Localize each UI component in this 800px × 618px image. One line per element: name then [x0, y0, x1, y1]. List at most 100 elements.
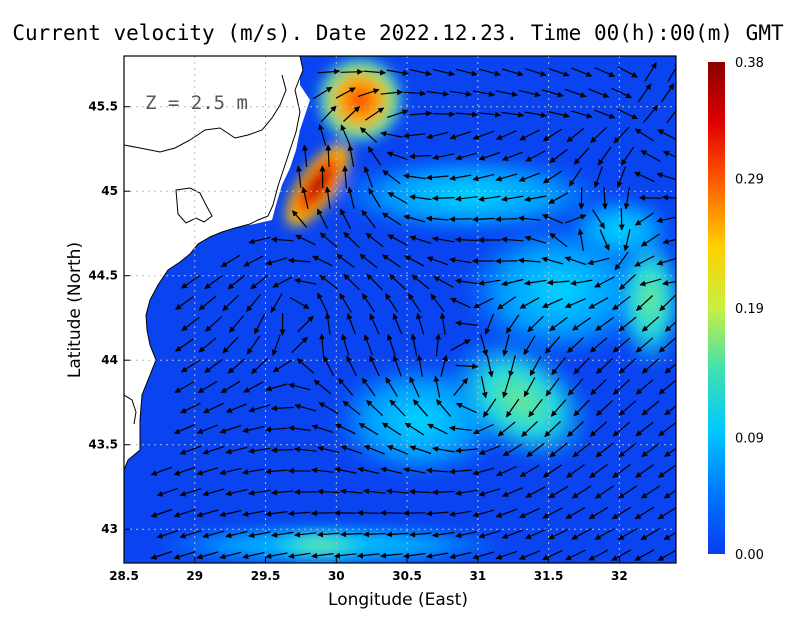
velocity-arrow	[346, 313, 356, 335]
colorbar-labels: 0.38 0.29 0.19 0.09 0.00	[735, 56, 764, 563]
velocity-arrow	[639, 194, 662, 201]
velocity-arrow	[432, 68, 455, 77]
velocity-arrow	[588, 549, 609, 561]
velocity-arrow	[564, 88, 587, 98]
velocity-arrow	[659, 294, 676, 312]
velocity-arrow	[524, 279, 547, 286]
velocity-arrow	[386, 531, 409, 538]
velocity-arrow	[369, 313, 380, 335]
velocity-arrow	[347, 144, 355, 167]
velocity-arrow	[529, 356, 542, 377]
velocity-arrow	[225, 446, 248, 455]
velocity-arrow	[409, 531, 432, 538]
velocity-arrow	[542, 128, 563, 142]
velocity-arrow	[173, 509, 196, 518]
velocity-arrow	[572, 317, 591, 331]
velocity-arrow	[658, 421, 676, 437]
velocity-arrow	[311, 510, 334, 517]
velocity-arrow	[449, 468, 472, 475]
velocity-arrow	[613, 126, 630, 144]
velocity-arrow	[404, 422, 425, 436]
velocity-arrow	[409, 376, 420, 398]
velocity-arrow	[595, 317, 614, 331]
velocity-arrow	[618, 207, 625, 231]
x-tick-label: 30	[328, 569, 345, 583]
velocity-arrow	[338, 378, 354, 396]
velocity-arrow	[296, 358, 315, 374]
velocity-arrow	[614, 251, 629, 271]
velocity-arrow	[204, 358, 223, 374]
velocity-arrow	[518, 172, 541, 182]
velocity-arrow	[311, 424, 334, 433]
velocity-arrow	[455, 195, 478, 202]
velocity-arrow	[339, 208, 352, 230]
velocity-arrow	[265, 510, 288, 517]
velocity-arrow	[472, 467, 495, 476]
velocity-arrow	[658, 379, 676, 395]
velocity-arrow	[657, 507, 676, 520]
velocity-arrow	[547, 279, 570, 286]
velocity-arrow	[361, 377, 376, 397]
velocity-arrow	[667, 61, 676, 82]
velocity-arrow	[389, 274, 407, 290]
velocity-arrow	[380, 130, 403, 138]
y-tick-label: 45.5	[88, 100, 118, 114]
velocity-arrow	[528, 398, 543, 418]
velocity-arrow	[175, 296, 194, 310]
velocity-arrow	[566, 464, 585, 478]
velocity-arrow	[449, 174, 472, 181]
velocity-arrow	[382, 169, 401, 185]
velocity-arrow	[578, 186, 585, 210]
velocity-arrow	[324, 186, 331, 209]
velocity-arrow	[363, 166, 373, 188]
velocity-arrow	[361, 209, 376, 229]
velocity-arrow	[449, 257, 472, 264]
velocity-arrow	[656, 257, 676, 266]
velocity-arrow	[495, 90, 518, 98]
velocity-arrow	[571, 485, 592, 499]
velocity-arrow	[567, 378, 584, 396]
velocity-arrow	[635, 464, 654, 478]
velocity-arrow	[222, 336, 239, 354]
velocity-arrow	[317, 292, 329, 314]
velocity-arrow	[564, 256, 587, 266]
velocity-arrow	[426, 174, 449, 181]
velocity-arrow	[453, 377, 468, 396]
velocity-arrow	[640, 150, 661, 162]
velocity-arrow	[573, 147, 590, 165]
velocity-arrow	[404, 255, 425, 267]
y-axis-label: Latitude (North)	[65, 242, 85, 378]
velocity-arrow	[501, 529, 524, 539]
velocity-arrow	[250, 274, 269, 290]
velocity-arrow	[588, 88, 610, 98]
velocity-arrow	[523, 335, 536, 356]
velocity-arrow	[361, 293, 376, 313]
velocity-arrow	[386, 445, 409, 455]
velocity-arrow	[541, 89, 564, 98]
x-tick-label: 32	[611, 569, 628, 583]
velocity-arrow	[430, 293, 445, 313]
velocity-arrow	[588, 297, 609, 309]
velocity-arrow	[549, 148, 568, 164]
velocity-arrow	[541, 214, 563, 224]
velocity-arrow	[369, 355, 380, 377]
velocity-arrow	[455, 363, 479, 370]
velocity-arrow	[564, 298, 586, 308]
velocity-arrow	[455, 152, 478, 161]
velocity-arrow	[403, 90, 427, 97]
velocity-arrow	[636, 295, 654, 311]
velocity-arrow	[478, 111, 502, 118]
velocity-arrow	[246, 294, 261, 312]
land-area	[124, 56, 304, 471]
plot-area	[124, 56, 676, 563]
velocity-arrow	[495, 216, 518, 223]
velocity-arrow	[565, 214, 587, 224]
velocity-arrow	[380, 89, 404, 96]
velocity-arrow	[440, 354, 448, 377]
velocity-arrow	[455, 447, 478, 454]
velocity-arrow	[641, 442, 660, 458]
velocity-arrow	[436, 399, 452, 417]
velocity-arrow	[658, 337, 676, 353]
velocity-arrow	[248, 236, 271, 245]
velocity-arrow	[449, 131, 472, 140]
